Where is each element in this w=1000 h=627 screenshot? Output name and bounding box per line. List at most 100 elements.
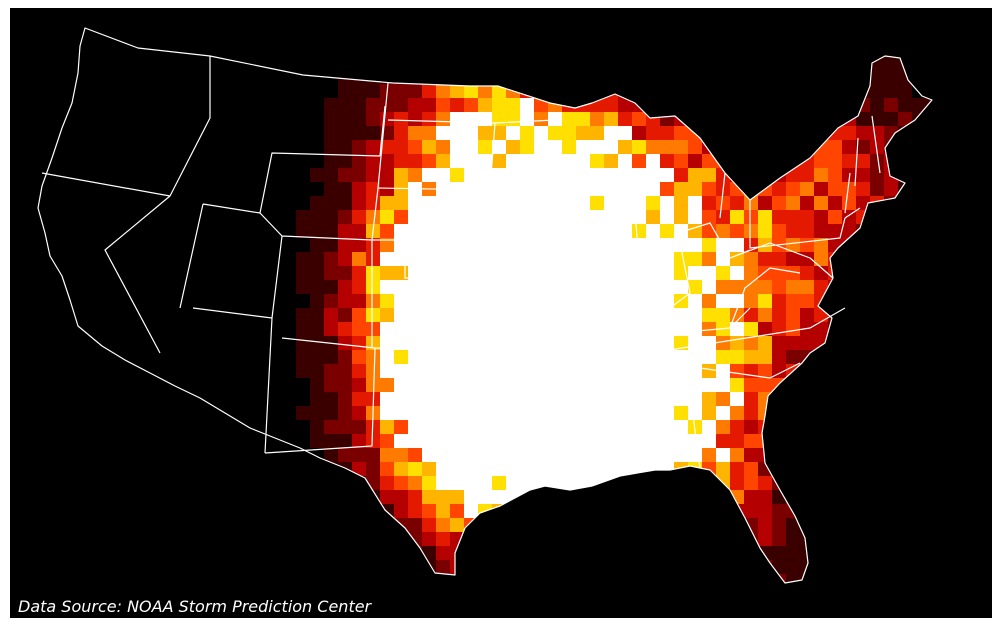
density-cell	[520, 448, 534, 462]
density-cell	[618, 266, 632, 280]
density-cell	[618, 154, 632, 168]
density-cell	[478, 280, 492, 294]
density-cell	[688, 448, 702, 462]
density-cell	[590, 126, 604, 140]
density-cell	[618, 378, 632, 392]
density-cell	[674, 210, 688, 224]
density-cell	[618, 140, 632, 154]
density-cell	[674, 378, 688, 392]
density-cell	[478, 140, 492, 154]
density-cell	[660, 406, 674, 420]
density-cell	[674, 168, 688, 182]
density-cell	[688, 406, 702, 420]
density-cell	[436, 490, 450, 504]
density-cell	[870, 154, 884, 168]
density-cell	[744, 322, 758, 336]
density-cell	[562, 252, 576, 266]
density-cell	[450, 434, 464, 448]
density-cell	[744, 224, 758, 238]
state-lines	[41, 56, 881, 487]
density-cell	[772, 210, 786, 224]
density-cell	[772, 224, 786, 238]
density-cell	[632, 182, 646, 196]
density-cell	[688, 378, 702, 392]
density-cell	[380, 294, 394, 308]
density-cell	[674, 364, 688, 378]
density-cell	[380, 490, 394, 504]
density-cell	[548, 154, 562, 168]
density-cell	[520, 210, 534, 224]
density-cell	[492, 182, 506, 196]
density-cell	[450, 168, 464, 182]
density-cell	[702, 364, 716, 378]
density-cell	[730, 462, 744, 476]
density-cell	[702, 378, 716, 392]
density-cell	[324, 308, 338, 322]
density-cell	[688, 280, 702, 294]
density-cell	[380, 280, 394, 294]
density-cell	[548, 224, 562, 238]
density-cell	[394, 392, 408, 406]
density-cell	[324, 350, 338, 364]
density-cell	[786, 266, 800, 280]
density-cell	[590, 112, 604, 126]
density-cell	[744, 252, 758, 266]
density-cell	[870, 84, 884, 98]
density-cell	[562, 196, 576, 210]
density-cell	[506, 448, 520, 462]
density-cell	[604, 182, 618, 196]
density-cell	[632, 392, 646, 406]
density-cell	[786, 280, 800, 294]
density-cell	[604, 336, 618, 350]
density-cell	[394, 84, 408, 98]
density-cell	[310, 238, 324, 252]
density-cell	[380, 392, 394, 406]
density-cell	[492, 154, 506, 168]
state-borders	[37, 27, 933, 584]
density-cell	[674, 406, 688, 420]
density-cell	[366, 252, 380, 266]
density-cell	[408, 266, 422, 280]
density-cell	[604, 196, 618, 210]
density-cell	[660, 266, 674, 280]
density-cell	[590, 294, 604, 308]
density-cell	[338, 392, 352, 406]
density-cell	[450, 336, 464, 350]
density-cell	[548, 392, 562, 406]
density-cell	[548, 196, 562, 210]
density-cell	[366, 266, 380, 280]
density-cell	[492, 364, 506, 378]
density-cell	[506, 210, 520, 224]
density-cell	[464, 350, 478, 364]
density-cell	[548, 210, 562, 224]
density-cell	[674, 154, 688, 168]
density-cell	[618, 392, 632, 406]
density-cell	[408, 490, 422, 504]
density-cell	[730, 322, 744, 336]
density-cell	[660, 196, 674, 210]
density-cell	[674, 420, 688, 434]
density-cell	[352, 140, 366, 154]
density-cell	[478, 420, 492, 434]
density-cell	[352, 392, 366, 406]
density-cell	[758, 476, 772, 490]
density-cell	[450, 350, 464, 364]
density-cell	[436, 154, 450, 168]
density-cell	[366, 448, 380, 462]
density-cell	[310, 434, 324, 448]
density-cell	[366, 308, 380, 322]
density-cell	[338, 238, 352, 252]
density-cell	[478, 126, 492, 140]
density-cell	[352, 406, 366, 420]
density-cell	[716, 434, 730, 448]
density-cell	[632, 406, 646, 420]
density-cell	[422, 392, 436, 406]
density-cell	[744, 420, 758, 434]
density-cell	[366, 140, 380, 154]
density-cell	[688, 154, 702, 168]
density-cell	[338, 196, 352, 210]
density-cell	[660, 126, 674, 140]
density-cell	[492, 378, 506, 392]
density-cell	[618, 238, 632, 252]
density-cell	[604, 112, 618, 126]
